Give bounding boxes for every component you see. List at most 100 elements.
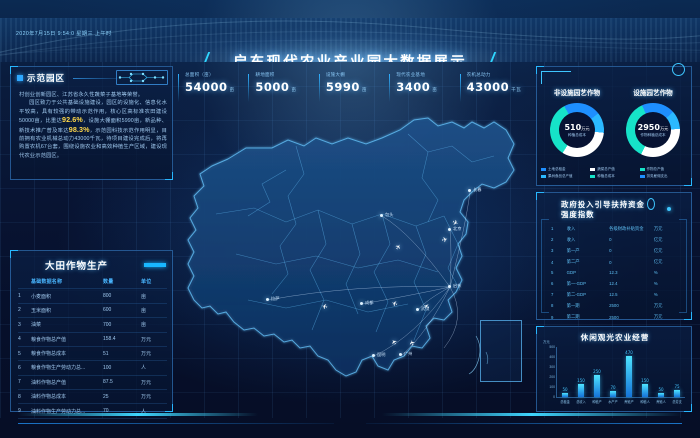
y-tick-label: 200: [549, 375, 555, 379]
gov-cell-value: 0: [609, 259, 612, 265]
cell-name: 油料作物总成本: [31, 394, 67, 401]
x-axis-line: [556, 397, 685, 398]
kpi-value: 5990 亩: [326, 80, 389, 94]
gov-cell-value: 2500: [609, 314, 619, 320]
table-row[interactable]: 5 粮食作物总成本 51 万元: [18, 346, 167, 361]
bar-series: 50 150 250 70 470 150 50 75: [557, 347, 685, 397]
government-fund-table: 1 收入 各级财政补贴资金 万元 2 收入 0 亿元 3 第一产 0 亿元 4 第二产 0 亿元 5 GDP 12.…: [551, 223, 683, 323]
government-fund-table-body: 1 收入 各级财政补贴资金 万元 2 收入 0 亿元 3 第一产 0 亿元 4 第二产 0 亿元 5 GDP 12.…: [551, 223, 683, 323]
bar-column[interactable]: 50: [557, 387, 572, 397]
gov-table-row[interactable]: 4 第二产 0 亿元: [551, 257, 683, 268]
table-row[interactable]: 1 小麦面积 800 亩: [18, 289, 167, 304]
gov-cell-unit: 亿元: [653, 236, 663, 242]
kpi-number: 54000: [185, 80, 228, 94]
bar-value-label: 150: [641, 377, 649, 383]
gov-cell-value: 各级财政补贴资金: [609, 225, 644, 231]
donut-ring-2: 2950万元 作物种植总成本: [626, 103, 680, 157]
bar-column[interactable]: 150: [637, 378, 652, 397]
legend-item[interactable]: 劳务雇佣支出: [639, 174, 689, 179]
map-city-marker[interactable]: [360, 302, 363, 305]
table-row[interactable]: 7 油料作物总产值 87.5 万元: [18, 375, 167, 390]
legend-item[interactable]: 蔬菜总产值: [590, 167, 639, 172]
gov-table-row[interactable]: 3 第一产 0 亿元: [551, 245, 683, 256]
legend-item[interactable]: 土地总租金: [541, 167, 590, 172]
gov-cell-index: 2: [551, 237, 554, 243]
gov-table-row[interactable]: 2 收入 0 亿元: [551, 234, 683, 245]
legend-item[interactable]: 种植总成本: [590, 174, 639, 179]
intro-panel: 示范园区 村创业创新园区、江苏省永久性蔬菜子基地等荣誉。 园区致力于公共基础设施…: [10, 66, 173, 180]
field-crop-table-body: 1 小麦面积 800 亩 2 玉米面积 600 亩 3 油菜 700 亩 4 粮食作物总产值 158.4 万元…: [18, 289, 167, 419]
legend-label: 作物总产值: [646, 166, 665, 171]
x-tick-label: 总租金: [560, 400, 570, 404]
table-row[interactable]: 3 油菜 700 亩: [18, 318, 167, 332]
gov-cell-index: 4: [551, 259, 554, 265]
gov-cell-unit: %: [653, 270, 658, 276]
legend-swatch: [541, 167, 546, 171]
legend-item[interactable]: 作物总产值: [639, 166, 689, 172]
map-city-marker[interactable]: [448, 228, 451, 231]
map-city-marker[interactable]: [416, 308, 419, 311]
gov-cell-name: 第一产: [566, 247, 580, 253]
map-city-marker[interactable]: [380, 214, 383, 217]
donut-center-1: 510万元 种植总成本: [559, 112, 595, 148]
gov-table-row[interactable]: 8 第一期 2500 万元: [551, 300, 683, 311]
kpi-unit: 亩: [291, 88, 297, 93]
legend-swatch: [639, 167, 645, 171]
table-row[interactable]: 6 粮食作物生产劳动力总... 100 人: [18, 361, 167, 376]
legend-swatch: [639, 174, 645, 178]
intro-paragraph-1: 村创业创新园区、江苏省永久性蔬菜子基地等荣誉。: [19, 92, 144, 98]
bar-rect: [577, 383, 584, 397]
cell-index: 7: [18, 379, 21, 386]
map-city-marker[interactable]: [372, 354, 375, 357]
legend-label: 蔬菜总产值: [597, 166, 615, 171]
gov-table-row[interactable]: 7 第二-GDP 12.5%: [551, 289, 683, 300]
donut-title-1: 非设施园艺作物: [553, 90, 601, 97]
bar-column[interactable]: 470: [621, 350, 636, 397]
left-bracket-decoration: [541, 219, 549, 313]
table-row[interactable]: 2 玉米面积 600 亩: [18, 303, 167, 318]
map-city-marker[interactable]: [266, 298, 269, 301]
bar-column[interactable]: 75: [669, 384, 684, 397]
cell-unit: 亩: [141, 307, 147, 314]
legend-label: 土地总租金: [548, 166, 566, 171]
gov-cell-unit: 万元: [653, 314, 663, 320]
kpi-label: 现代农业基地: [396, 72, 425, 77]
gov-table-row[interactable]: 6 第一-GDP 12.4%: [551, 278, 683, 289]
cell-index: 9: [18, 408, 21, 415]
bar-column[interactable]: 70: [605, 385, 620, 397]
gov-cell-index: 9: [551, 314, 554, 320]
kpi-label: 耕地面积: [255, 72, 275, 77]
gov-cell-index: 8: [551, 303, 554, 309]
bar-column[interactable]: 50: [653, 387, 668, 397]
map-city-label: 成都: [365, 300, 374, 305]
bar-column[interactable]: 150: [573, 378, 588, 397]
gov-cell-unit: 万元: [653, 225, 663, 231]
bar-value-label: 70: [610, 384, 616, 390]
table-row[interactable]: 8 油料作物总成本 25 万元: [18, 390, 167, 404]
map-city-marker[interactable]: [468, 189, 471, 192]
bar-column[interactable]: 250: [589, 369, 604, 397]
gov-table-row[interactable]: 9 第二期 2500 万元: [551, 312, 683, 323]
gov-cell-name: 收入: [566, 225, 576, 231]
table-row[interactable]: 4 粮食作物总产值 158.4 万元: [18, 332, 167, 347]
gov-cell-index: 5: [551, 270, 554, 276]
circle-decoration-icon: [672, 63, 685, 76]
panel-accent-bar: [144, 263, 166, 267]
table-row[interactable]: 9 油料作物生产劳动力总... 70 人: [18, 404, 167, 419]
gov-table-row[interactable]: 5 GDP 12.3%: [551, 268, 683, 278]
square-marker-icon: [17, 75, 23, 81]
cell-name: 油菜: [31, 322, 42, 329]
bar-rect: [609, 390, 616, 397]
map-city-marker[interactable]: [399, 353, 402, 356]
gov-cell-index: 6: [551, 281, 554, 287]
y-axis: 0 100 200 300 400 500: [543, 345, 557, 399]
map-city-marker[interactable]: [448, 285, 451, 288]
field-crop-title: 大田作物生产: [45, 261, 109, 272]
cell-value: 158.4: [103, 336, 116, 343]
bar-rect: [673, 390, 680, 397]
bottom-glow-left: [18, 413, 258, 416]
cell-unit: 人: [141, 365, 147, 372]
gov-table-row[interactable]: 1 收入 各级财政补贴资金 万元: [551, 223, 683, 234]
col-name: 基础数据名称: [31, 279, 63, 286]
legend-item[interactable]: 果树食品总产值: [541, 174, 590, 179]
